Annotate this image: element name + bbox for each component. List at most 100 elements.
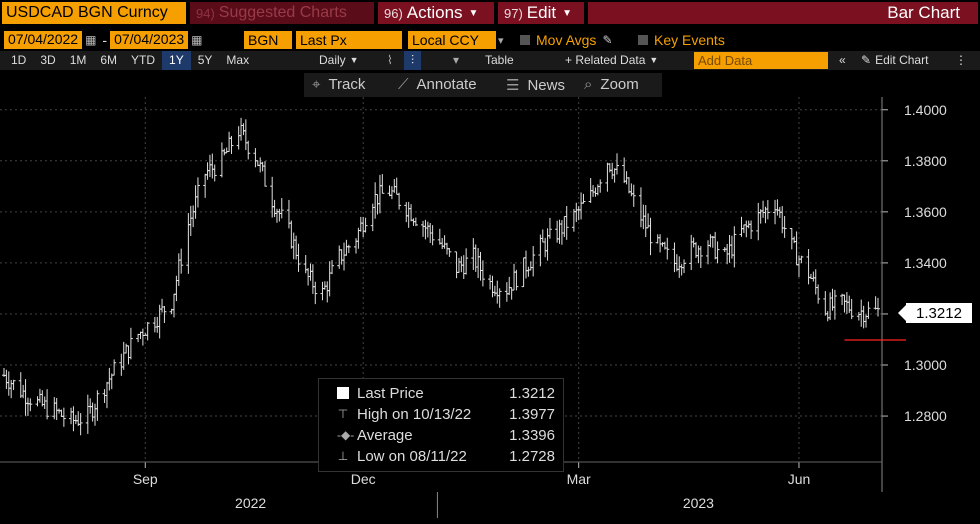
track-tool[interactable]: ⌖ Track — [312, 76, 365, 93]
timeframe-max[interactable]: Max — [226, 53, 250, 67]
suggested-charts-label: Suggested Charts — [218, 4, 347, 21]
chart-toolbar: ⌖ Track ⟋ Annotate ☰ News ⌕ Zoom — [0, 73, 980, 97]
key-events-label: Key Events — [654, 32, 725, 48]
more-options-icon[interactable]: ⋮ — [955, 53, 967, 67]
timeframe-3d[interactable]: 3D — [40, 53, 56, 67]
add-data-input[interactable]: Add Data — [694, 52, 828, 69]
crosshair-icon: ⌖ — [312, 76, 321, 93]
tools-group: ⌖ Track ⟋ Annotate ☰ News ⌕ Zoom — [304, 73, 662, 97]
suggested-charts-button[interactable]: 94) Suggested Charts — [190, 2, 374, 24]
currency-dropdown-icon[interactable]: ▾ — [498, 34, 504, 47]
actions-label: Actions — [406, 3, 463, 22]
timeframe-1m[interactable]: 1M — [69, 53, 87, 67]
y-tick-label: 1.3600 — [904, 204, 947, 220]
zoom-label: Zoom — [600, 76, 639, 93]
related-data-label: + Related Data — [565, 53, 646, 67]
zoom-tool[interactable]: ⌕ Zoom — [584, 76, 639, 93]
controls-bar: 07/04/2022 ▦ - 07/04/2023 ▦ BGN Last Px … — [0, 29, 980, 51]
x-year-label: 2023 — [683, 495, 714, 511]
legend-low-label: Low on 08/11/22 — [357, 448, 467, 465]
add-data-placeholder: Add Data — [698, 53, 753, 68]
chart-type-dropdown-icon[interactable]: ▾ — [453, 53, 460, 67]
legend-average-label: Average — [357, 427, 413, 444]
x-tick-label: Mar — [567, 471, 591, 487]
y-tick-label: 1.2800 — [904, 408, 947, 424]
calendar-icon[interactable]: ▦ — [85, 33, 97, 47]
x-tick-label: Dec — [351, 471, 376, 487]
chart-legend: Last Price 1.3212 ⊤ High on 10/13/22 1.3… — [318, 378, 564, 472]
caret-down-icon: ▼ — [562, 7, 572, 19]
high-marker-icon: ⊤ — [337, 407, 349, 421]
timeframe-1d[interactable]: 1D — [11, 53, 27, 67]
checkbox-icon[interactable] — [638, 35, 648, 45]
legend-high-label: High on 10/13/22 — [357, 406, 472, 423]
legend-average: -◆- Average 1.3396 — [319, 425, 563, 446]
currency-selector[interactable]: Local CCY — [408, 31, 496, 49]
legend-last-label: Last Price — [357, 385, 424, 402]
calendar-icon[interactable]: ▦ — [191, 33, 203, 47]
end-date-field[interactable]: 07/04/2023 — [110, 31, 189, 49]
source-field[interactable]: BGN — [244, 31, 292, 49]
edit-label: Edit — [526, 3, 557, 22]
last-price-swatch-icon — [337, 387, 349, 399]
edit-button[interactable]: 97) Edit ▼ — [498, 2, 584, 24]
legend-last-price: Last Price 1.3212 — [319, 383, 563, 404]
checkbox-icon[interactable] — [520, 35, 530, 45]
x-year-label: 2022 — [235, 495, 266, 511]
caret-down-icon: ▼ — [649, 55, 659, 65]
timeframe-6m[interactable]: 6M — [100, 53, 118, 67]
legend-last-value: 1.3212 — [509, 385, 555, 402]
timeframe-ytd[interactable]: YTD — [131, 53, 156, 67]
news-tool[interactable]: ☰ News — [506, 76, 565, 95]
timeframe-buttons: 1D 3D 1M 6M YTD 1Y 5Y Max — [4, 51, 256, 70]
pencil-icon[interactable]: ✎ — [602, 33, 613, 47]
timeframe-1y[interactable]: 1Y — [162, 51, 191, 70]
key-events-toggle[interactable]: Key Events — [638, 31, 725, 49]
caret-down-icon: ▼ — [349, 55, 359, 65]
field-selector[interactable]: Last Px — [296, 31, 402, 49]
mov-avgs-label: Mov Avgs — [536, 32, 597, 48]
y-tick-label: 1.3000 — [904, 357, 947, 373]
legend-average-value: 1.3396 — [509, 427, 555, 444]
header-bar: USDCAD BGN Curncy 94) Suggested Charts 9… — [0, 0, 980, 26]
mov-avgs-toggle[interactable]: Mov Avgs ✎ — [520, 31, 613, 49]
legend-high-value: 1.3977 — [509, 406, 555, 423]
related-data-button[interactable]: + Related Data ▼ — [558, 51, 665, 70]
legend-low-value: 1.2728 — [509, 448, 555, 465]
suggested-charts-num: 94) — [196, 5, 215, 21]
bar-chart-icon[interactable]: ⫶ — [404, 51, 422, 70]
edit-chart-button[interactable]: ✎ Edit Chart — [854, 51, 935, 70]
actions-num: 96) — [384, 5, 403, 21]
last-price-tag: 1.3212 — [898, 303, 972, 323]
x-tick-label: Jun — [788, 471, 811, 487]
edit-num: 97) — [504, 5, 523, 21]
line-chart-icon[interactable]: ⌇ — [387, 53, 393, 67]
collapse-icon[interactable]: « — [839, 53, 846, 67]
date-range: 07/04/2022 ▦ - 07/04/2023 ▦ — [4, 31, 206, 49]
legend-low: ⊥ Low on 08/11/22 1.2728 — [319, 446, 563, 467]
news-label: News — [527, 76, 565, 94]
actions-button[interactable]: 96) Actions ▼ — [378, 2, 494, 24]
caret-down-icon: ▼ — [468, 7, 479, 19]
y-tick-label: 1.3800 — [904, 153, 947, 169]
news-icon: ☰ — [506, 77, 520, 94]
track-label: Track — [328, 76, 366, 93]
low-marker-icon: ⊥ — [337, 449, 349, 463]
annotate-icon: ⟋ — [398, 76, 409, 93]
y-tick-label: 1.3400 — [904, 255, 947, 271]
pencil-icon: ✎ — [861, 53, 872, 67]
average-marker-icon: -◆- — [337, 428, 355, 442]
annotate-tool[interactable]: ⟋ Annotate — [398, 76, 477, 93]
legend-high: ⊤ High on 10/13/22 1.3977 — [319, 404, 563, 425]
ticker-field[interactable]: USDCAD BGN Curncy — [2, 2, 186, 24]
period-label: Daily — [319, 53, 346, 67]
price-chart[interactable]: 1.28001.30001.32001.34001.36001.38001.40… — [0, 97, 980, 524]
table-button[interactable]: Table — [485, 53, 514, 67]
page-title: Bar Chart — [588, 2, 978, 24]
period-selector[interactable]: Daily ▼ — [312, 51, 366, 70]
start-date-field[interactable]: 07/04/2022 — [4, 31, 83, 49]
y-tick-label: 1.4000 — [904, 102, 947, 118]
timeframe-5y[interactable]: 5Y — [197, 53, 213, 67]
timeframe-bar: 1D 3D 1M 6M YTD 1Y 5Y Max Daily ▼ ⌇ ⫶ ▾ Table +… — [0, 51, 980, 70]
x-tick-label: Sep — [133, 471, 158, 487]
